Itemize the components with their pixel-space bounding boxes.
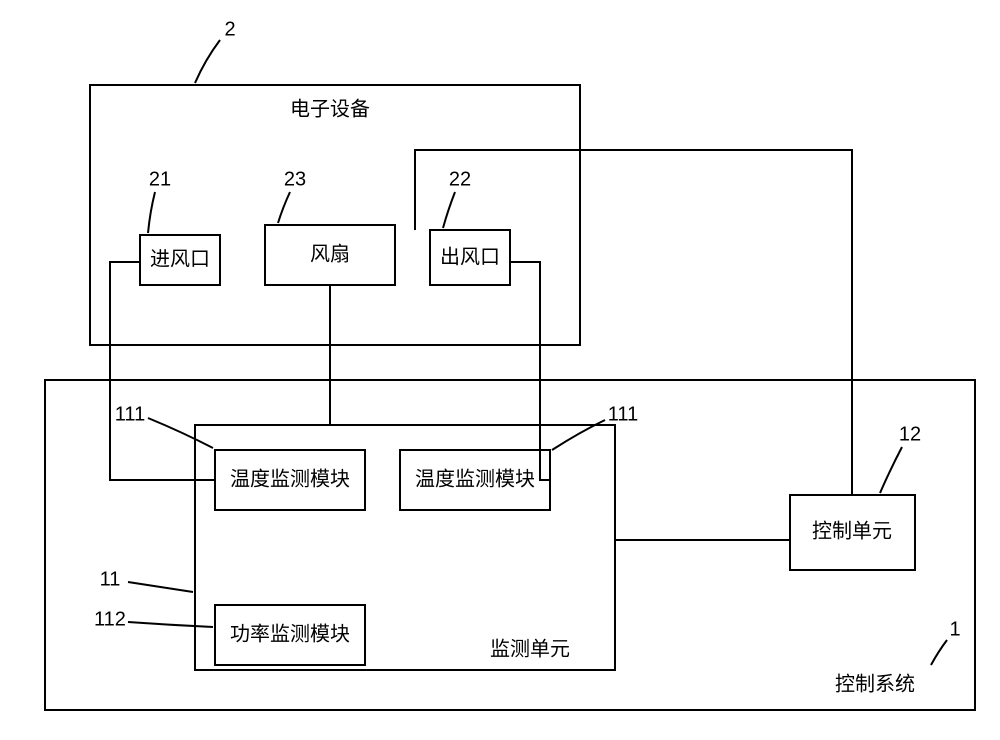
label-device: 电子设备 bbox=[290, 97, 370, 120]
label-control: 控制单元 bbox=[812, 519, 892, 542]
conn-outlet-temp2 bbox=[510, 262, 550, 480]
label-inlet: 进风口 bbox=[150, 247, 210, 270]
lead-power bbox=[128, 622, 213, 627]
ref-fan: 23 bbox=[284, 168, 306, 190]
lead-monitor-unit bbox=[128, 582, 193, 592]
lead-system bbox=[931, 640, 947, 665]
ref-outlet: 22 bbox=[449, 168, 471, 190]
ref-temp2: 111 bbox=[608, 403, 638, 425]
ref-control: 12 bbox=[899, 423, 921, 445]
ref-inlet: 21 bbox=[149, 168, 171, 190]
ref-temp1: 111 bbox=[115, 403, 145, 425]
lead-device bbox=[195, 40, 220, 83]
lead-inlet bbox=[148, 192, 155, 233]
lead-temp1 bbox=[148, 418, 213, 448]
label-monitor-unit: 监测单元 bbox=[490, 637, 570, 660]
ref-power: 112 bbox=[94, 608, 126, 630]
label-outlet: 出风口 bbox=[440, 245, 500, 268]
box-system bbox=[45, 380, 975, 710]
label-power: 功率监测模块 bbox=[230, 622, 350, 645]
label-temp1: 温度监测模块 bbox=[230, 467, 350, 490]
lead-outlet bbox=[443, 192, 455, 228]
label-system: 控制系统 bbox=[835, 672, 915, 695]
diagram-canvas: 电子设备 2 进风口 21 风扇 23 出风口 22 控制系统 1 监测单元 1… bbox=[0, 0, 1000, 740]
label-temp2: 温度监测模块 bbox=[415, 467, 535, 490]
ref-system: 1 bbox=[949, 618, 960, 640]
label-fan: 风扇 bbox=[310, 242, 350, 265]
conn-control-fanfeed bbox=[415, 150, 852, 495]
lead-control bbox=[880, 447, 902, 493]
ref-monitor-unit: 11 bbox=[100, 568, 121, 590]
ref-device: 2 bbox=[224, 18, 235, 40]
box-device bbox=[90, 85, 580, 345]
conn-inlet-temp1 bbox=[110, 262, 215, 480]
lead-fan bbox=[278, 192, 290, 223]
